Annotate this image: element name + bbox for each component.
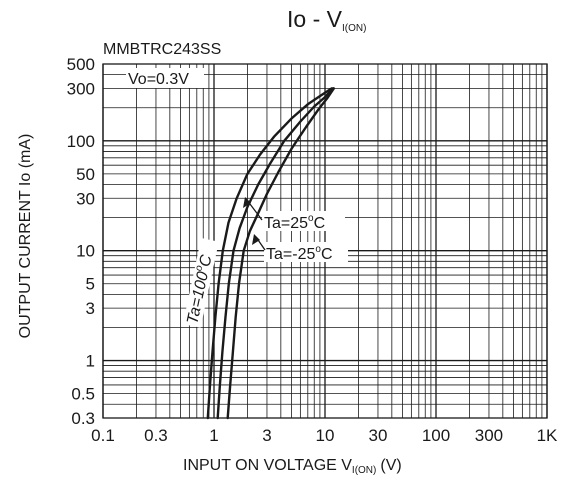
condition-label: Vo=0.3V [128, 71, 189, 88]
y-tick-label: 300 [67, 79, 95, 98]
series-group [206, 87, 335, 420]
x-tick-label: 10 [316, 426, 335, 445]
chart-title: Io - VI(ON) [287, 6, 366, 34]
y-tick-label: 3 [86, 299, 95, 318]
x-tick-label: 100 [422, 426, 450, 445]
x-axis-title-main: INPUT ON VOLTAGE V [183, 457, 352, 474]
x-tick-label: 1 [209, 426, 218, 445]
series-label-ta25: Ta=25oC [264, 213, 325, 232]
x-tick-label: 0.1 [91, 426, 115, 445]
x-tick-label: 30 [368, 426, 387, 445]
y-tick-label: 0.5 [71, 385, 95, 404]
x-axis-title-subscript: I(ON) [352, 465, 376, 476]
y-tick-label: 100 [67, 132, 95, 151]
x-tick-label: 1K [537, 426, 558, 445]
label-ta-25-bg [264, 242, 348, 262]
y-tick-label: 50 [76, 165, 95, 184]
y-tick-label: 30 [76, 189, 95, 208]
y-tick-label: 1 [86, 352, 95, 371]
series-label-ta25-main: Ta=25 [264, 215, 308, 232]
leader-arrowhead-ta-25 [252, 234, 260, 245]
series-label-ta25-unit: C [314, 215, 326, 232]
x-tick-label: 300 [475, 426, 503, 445]
plot-border [102, 63, 548, 419]
x-tick-label: 3 [262, 426, 271, 445]
series-label-ta-25: Ta=-25oC [266, 244, 333, 263]
y-tick-label: 10 [76, 242, 95, 261]
x-tick-labels: 0.1 0.3 1 3 10 30 100 300 1K [91, 426, 558, 445]
series-line-2 [226, 87, 335, 420]
leader-arrowhead-ta25 [243, 197, 251, 208]
y-tick-label: 500 [67, 55, 95, 74]
condition-label-bg [126, 68, 204, 88]
label-ta100-bg [182, 237, 219, 328]
y-tick-label: 5 [86, 275, 95, 294]
grid [102, 63, 548, 419]
part-number: MMBTRC243SS [103, 41, 221, 58]
x-tick-label: 0.3 [144, 426, 168, 445]
series-label-ta100-unit: C [197, 253, 216, 268]
chart-title-main: Io - V [287, 6, 343, 32]
y-axis-title: OUTPUT CURRENT Io (mA) [17, 134, 34, 339]
label-ta25-bg [262, 211, 345, 231]
chart-title-subscript: I(ON) [342, 23, 366, 34]
y-tick-label: 0.3 [71, 409, 95, 428]
series-line-0 [206, 87, 333, 420]
y-tick-labels: 0.3 0.5 1 3 5 10 30 50 100 300 500 [67, 55, 95, 428]
x-axis-title: INPUT ON VOLTAGE VI(ON) (V) [183, 457, 402, 476]
series-label-ta100: Ta=100oC [182, 253, 215, 326]
series-label-ta-25-main: Ta=-25 [266, 246, 315, 263]
series-label-ta-25-unit: C [321, 246, 333, 263]
x-axis-title-unit: (V) [380, 457, 401, 474]
series-line-1 [216, 87, 335, 420]
